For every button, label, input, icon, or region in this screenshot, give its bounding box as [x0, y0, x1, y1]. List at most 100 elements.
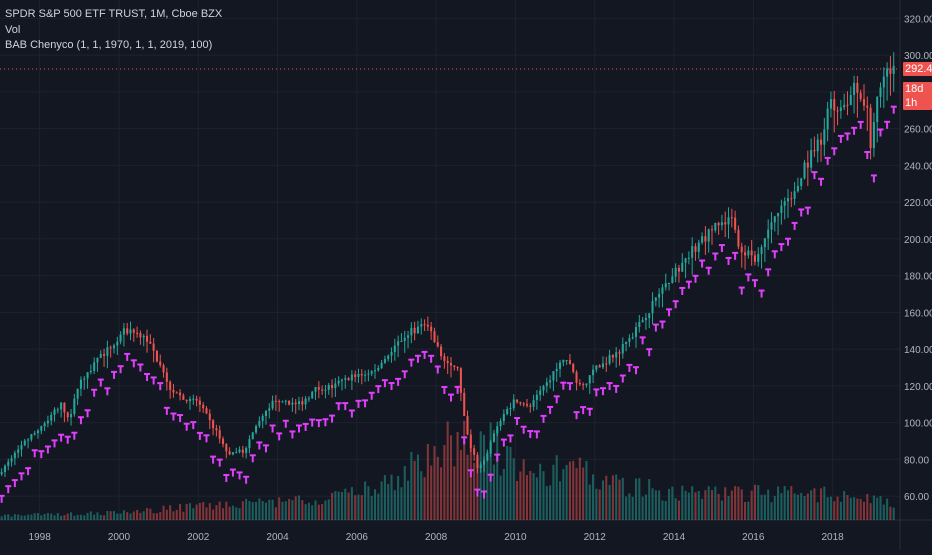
x-tick-label: 2006: [346, 532, 369, 543]
volume-bar: [357, 494, 360, 520]
volume-bar: [0, 516, 3, 520]
bab-marker: [381, 379, 388, 388]
volume-bar: [60, 515, 63, 520]
candle-body: [321, 389, 324, 391]
candle-body: [165, 372, 168, 382]
volume-bar: [757, 485, 760, 520]
candle-body: [307, 398, 310, 400]
volume-bar: [370, 496, 373, 520]
candle-body: [724, 222, 727, 225]
bab-marker: [428, 354, 435, 363]
candle-body: [99, 354, 102, 358]
candle-body: [3, 465, 6, 473]
candle-body: [634, 327, 638, 337]
volume-bar: [228, 506, 231, 520]
bab-marker: [573, 411, 580, 420]
candle-body: [717, 223, 720, 226]
candle-body: [707, 229, 710, 242]
bab-marker: [725, 256, 732, 265]
legend-indicator[interactable]: BAB Chenyco (1, 1, 1970, 1, 1, 2019, 100…: [5, 39, 213, 51]
candle-body: [671, 276, 674, 283]
candle-body: [238, 449, 241, 453]
bab-marker: [177, 414, 184, 423]
candle-body: [297, 401, 301, 405]
candle-body: [535, 394, 538, 401]
volume-bar: [786, 490, 790, 520]
volume-bar: [238, 508, 241, 520]
volume-bar: [430, 465, 433, 520]
candle-body: [70, 414, 73, 418]
candle-body: [23, 440, 26, 446]
legend-volume[interactable]: Vol: [5, 23, 21, 36]
candle-body: [364, 374, 367, 376]
candle-body: [53, 409, 56, 415]
candle-body: [502, 414, 505, 422]
bab-marker: [798, 208, 805, 217]
bab-marker: [249, 454, 256, 463]
candle-body: [397, 341, 400, 346]
candle-body: [489, 441, 492, 454]
y-tick-label: 240.00: [904, 161, 932, 172]
bab-marker: [375, 385, 382, 394]
volume-bar: [218, 501, 221, 520]
candle-body: [833, 99, 836, 111]
bab-marker: [699, 259, 706, 268]
x-tick-label: 2014: [663, 532, 686, 543]
x-tick-label: 2018: [821, 532, 844, 543]
candle-body: [820, 139, 823, 145]
candle-body: [601, 363, 604, 368]
candle-body: [43, 423, 46, 427]
candle-body: [668, 282, 671, 284]
volume-bar: [40, 515, 43, 520]
volume-bar: [767, 489, 770, 520]
volume-bar: [677, 500, 680, 520]
candle-body: [876, 96, 879, 123]
candle-body: [595, 365, 598, 370]
candle-body: [882, 76, 885, 88]
candle-body: [641, 320, 644, 323]
candle-body: [149, 341, 152, 344]
candle-body: [228, 451, 231, 455]
candle-body: [691, 246, 694, 258]
x-tick-label: 2016: [742, 532, 765, 543]
bab-marker: [818, 177, 825, 186]
candle-body: [585, 383, 588, 386]
volume-bar: [717, 493, 720, 520]
candle-body: [826, 108, 829, 130]
volume-bar: [20, 515, 23, 520]
bab-marker: [639, 336, 646, 345]
volume-bar: [631, 496, 634, 520]
volume-bar: [710, 490, 714, 520]
volume-bar: [53, 515, 56, 520]
volume-bar: [268, 499, 271, 520]
y-tick-label: 180.00: [904, 272, 932, 283]
bab-marker: [163, 406, 170, 415]
volume-bar: [489, 422, 492, 520]
volume-bar: [397, 475, 400, 520]
bab-marker: [144, 372, 151, 381]
candle-body: [740, 246, 743, 253]
volume-bar: [43, 514, 46, 520]
volume-bar: [142, 511, 145, 520]
candle-body: [810, 150, 813, 168]
candle-body: [387, 355, 390, 360]
volume-bar: [172, 511, 175, 520]
volume-bar: [294, 496, 297, 520]
volume-bar: [777, 486, 780, 520]
volume-bar: [876, 497, 879, 520]
candle-body: [512, 399, 515, 409]
volume-bar: [605, 475, 608, 520]
volume-bar: [628, 493, 631, 520]
volume-bar: [744, 501, 747, 520]
bab-marker: [613, 384, 620, 393]
candle-body: [380, 362, 383, 368]
legend-symbol[interactable]: SPDR S&P 500 ETF TRUST, 1M, Cboe BZX: [5, 8, 223, 20]
y-tick-label: 260.00: [904, 125, 932, 136]
candle-body: [370, 371, 373, 374]
volume-bar: [456, 431, 459, 520]
bab-marker: [851, 126, 858, 135]
bab-marker: [196, 431, 203, 440]
candle-body: [661, 287, 664, 294]
